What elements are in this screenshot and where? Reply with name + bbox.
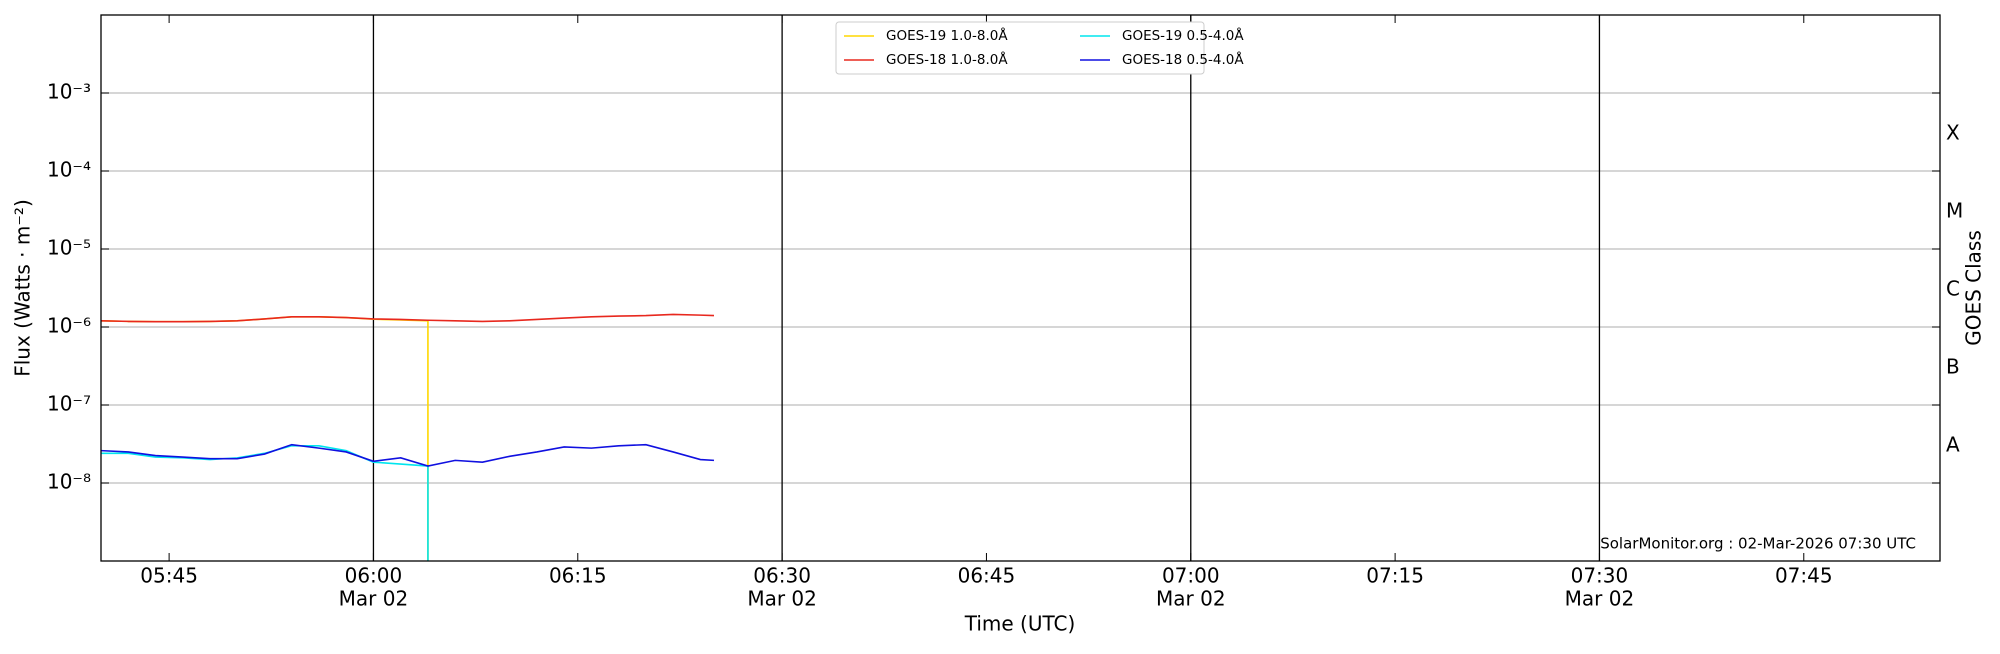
x-tick-label: 06:45 [958,564,1016,588]
y-tick-label: 10⁻⁶ [47,314,91,338]
plot-lines [101,313,715,561]
y-tick-label: 10⁻⁸ [47,470,91,494]
x-tick-label: 05:45 [140,564,198,588]
y2-axis-label: GOES Class [1962,230,1986,346]
y-tick-label: 10⁻³ [47,80,91,104]
legend-label: GOES-19 1.0-8.0Å [886,27,1008,44]
x-tick-label: 06:30 [753,564,811,588]
legend: GOES-19 1.0-8.0Å GOES-18 1.0-8.0Å GOES-19 … [835,21,1244,75]
y-axis-label: Flux (Watts · m⁻²) [11,199,35,377]
x-tick-label: 06:00 [345,564,403,588]
legend-label: GOES-18 1.0-8.0Å [886,51,1008,68]
legend-box [835,21,1205,75]
x-tick-label: 07:30 [1571,564,1629,588]
footer: SolarMonitor.org : 02-Mar-2026 07:30 UTC [1600,535,1916,553]
grid [101,15,1940,561]
x-tick-label: 07:00 [1162,564,1220,588]
y-tick-label: 10⁻⁴ [47,158,91,182]
legend-label: GOES-19 0.5-4.0Å [1122,27,1244,44]
x-tick-date: Mar 02 [339,587,409,611]
x-tick-label: 06:15 [549,564,607,588]
x-tick-label: 07:15 [1366,564,1424,588]
x-tick-date: Mar 02 [1156,587,1226,611]
class-label: A [1946,432,1960,456]
x-tick-date: Mar 02 [747,587,817,611]
x-tick-date: Mar 02 [1565,587,1635,611]
y-tick-label: 10⁻⁵ [47,236,91,260]
class-label: C [1946,276,1960,300]
legend-label: GOES-18 0.5-4.0Å [1122,51,1244,68]
class-label: B [1946,354,1960,378]
series-line [101,313,715,323]
x-tick-label: 07:45 [1775,564,1833,588]
class-label: X [1946,120,1960,144]
y-tick-label: 10⁻⁷ [47,392,91,416]
x-axis-label: Time (UTC) [964,612,1076,636]
series-line [101,443,715,467]
class-label: M [1946,198,1963,222]
plot-frame [100,14,1941,562]
